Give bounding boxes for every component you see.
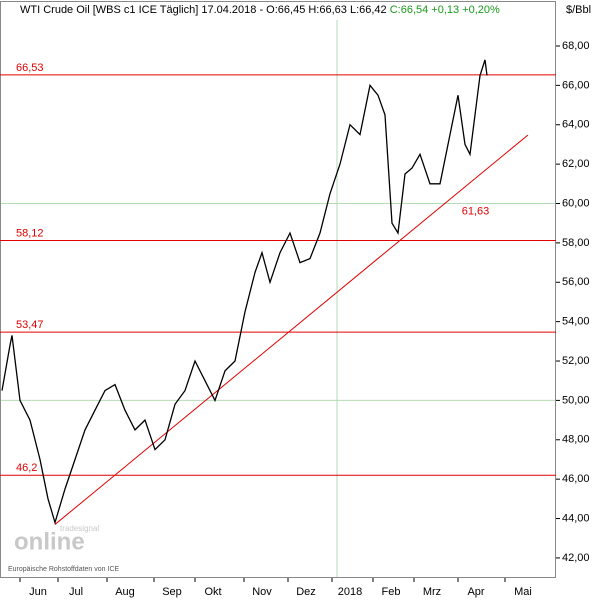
x-tick-label: Jul: [69, 586, 83, 598]
y-tick-label: 66,00: [562, 79, 590, 91]
watermark: online: [14, 528, 85, 555]
y-tick-label: 58,00: [562, 237, 590, 249]
level-label: 46,2: [16, 462, 37, 474]
y-tick-label: 46,00: [562, 473, 590, 485]
source: Europäische Rohstoffdaten von ICE: [8, 566, 119, 573]
x-tick-label: Sep: [162, 586, 182, 598]
y-tick-label: 62,00: [562, 158, 590, 170]
y-tick-label: 44,00: [562, 512, 590, 524]
y-tick-label: 50,00: [562, 394, 590, 406]
x-tick-label: Mai: [514, 586, 532, 598]
unit-label: $/Bbl: [566, 4, 591, 16]
trend-line: [54, 134, 529, 525]
x-tick-label: Dez: [296, 586, 316, 598]
y-tick-label: 54,00: [562, 316, 590, 328]
x-tick-label: Mrz: [423, 586, 441, 598]
level-label: 58,12: [16, 227, 44, 239]
x-tick-label: Nov: [252, 586, 272, 598]
title: WTI Crude Oil [WBS c1 ICE Täglich] 17.04…: [20, 4, 390, 16]
chart-title: WTI Crude Oil [WBS c1 ICE Täglich] 17.04…: [20, 4, 500, 16]
y-tick-label: 56,00: [562, 276, 590, 288]
level-label: 53,47: [16, 319, 44, 331]
y-tick-label: 64,00: [562, 119, 590, 131]
price-line: [1, 59, 488, 525]
x-tick-label: Jun: [29, 586, 47, 598]
y-tick-label: 60,00: [562, 197, 590, 209]
level-label: 66,53: [16, 62, 44, 74]
y-tick-label: 52,00: [562, 355, 590, 367]
x-tick-label: 2018: [338, 586, 362, 598]
y-tick-label: 42,00: [562, 552, 590, 564]
y-tick-label: 68,00: [562, 40, 590, 52]
plot-frame: [0, 1, 556, 578]
x-tick-label: Feb: [382, 586, 401, 598]
y-tick-label: 48,00: [562, 434, 590, 446]
close-text: C:66,54 +0,13 +0,20%: [390, 4, 500, 16]
x-tick-label: Apr: [467, 586, 484, 598]
watermark-small: tradesignal: [60, 524, 99, 533]
trend-label: 61,63: [462, 205, 490, 217]
x-tick-label: Aug: [115, 586, 135, 598]
x-tick-label: Okt: [204, 586, 221, 598]
